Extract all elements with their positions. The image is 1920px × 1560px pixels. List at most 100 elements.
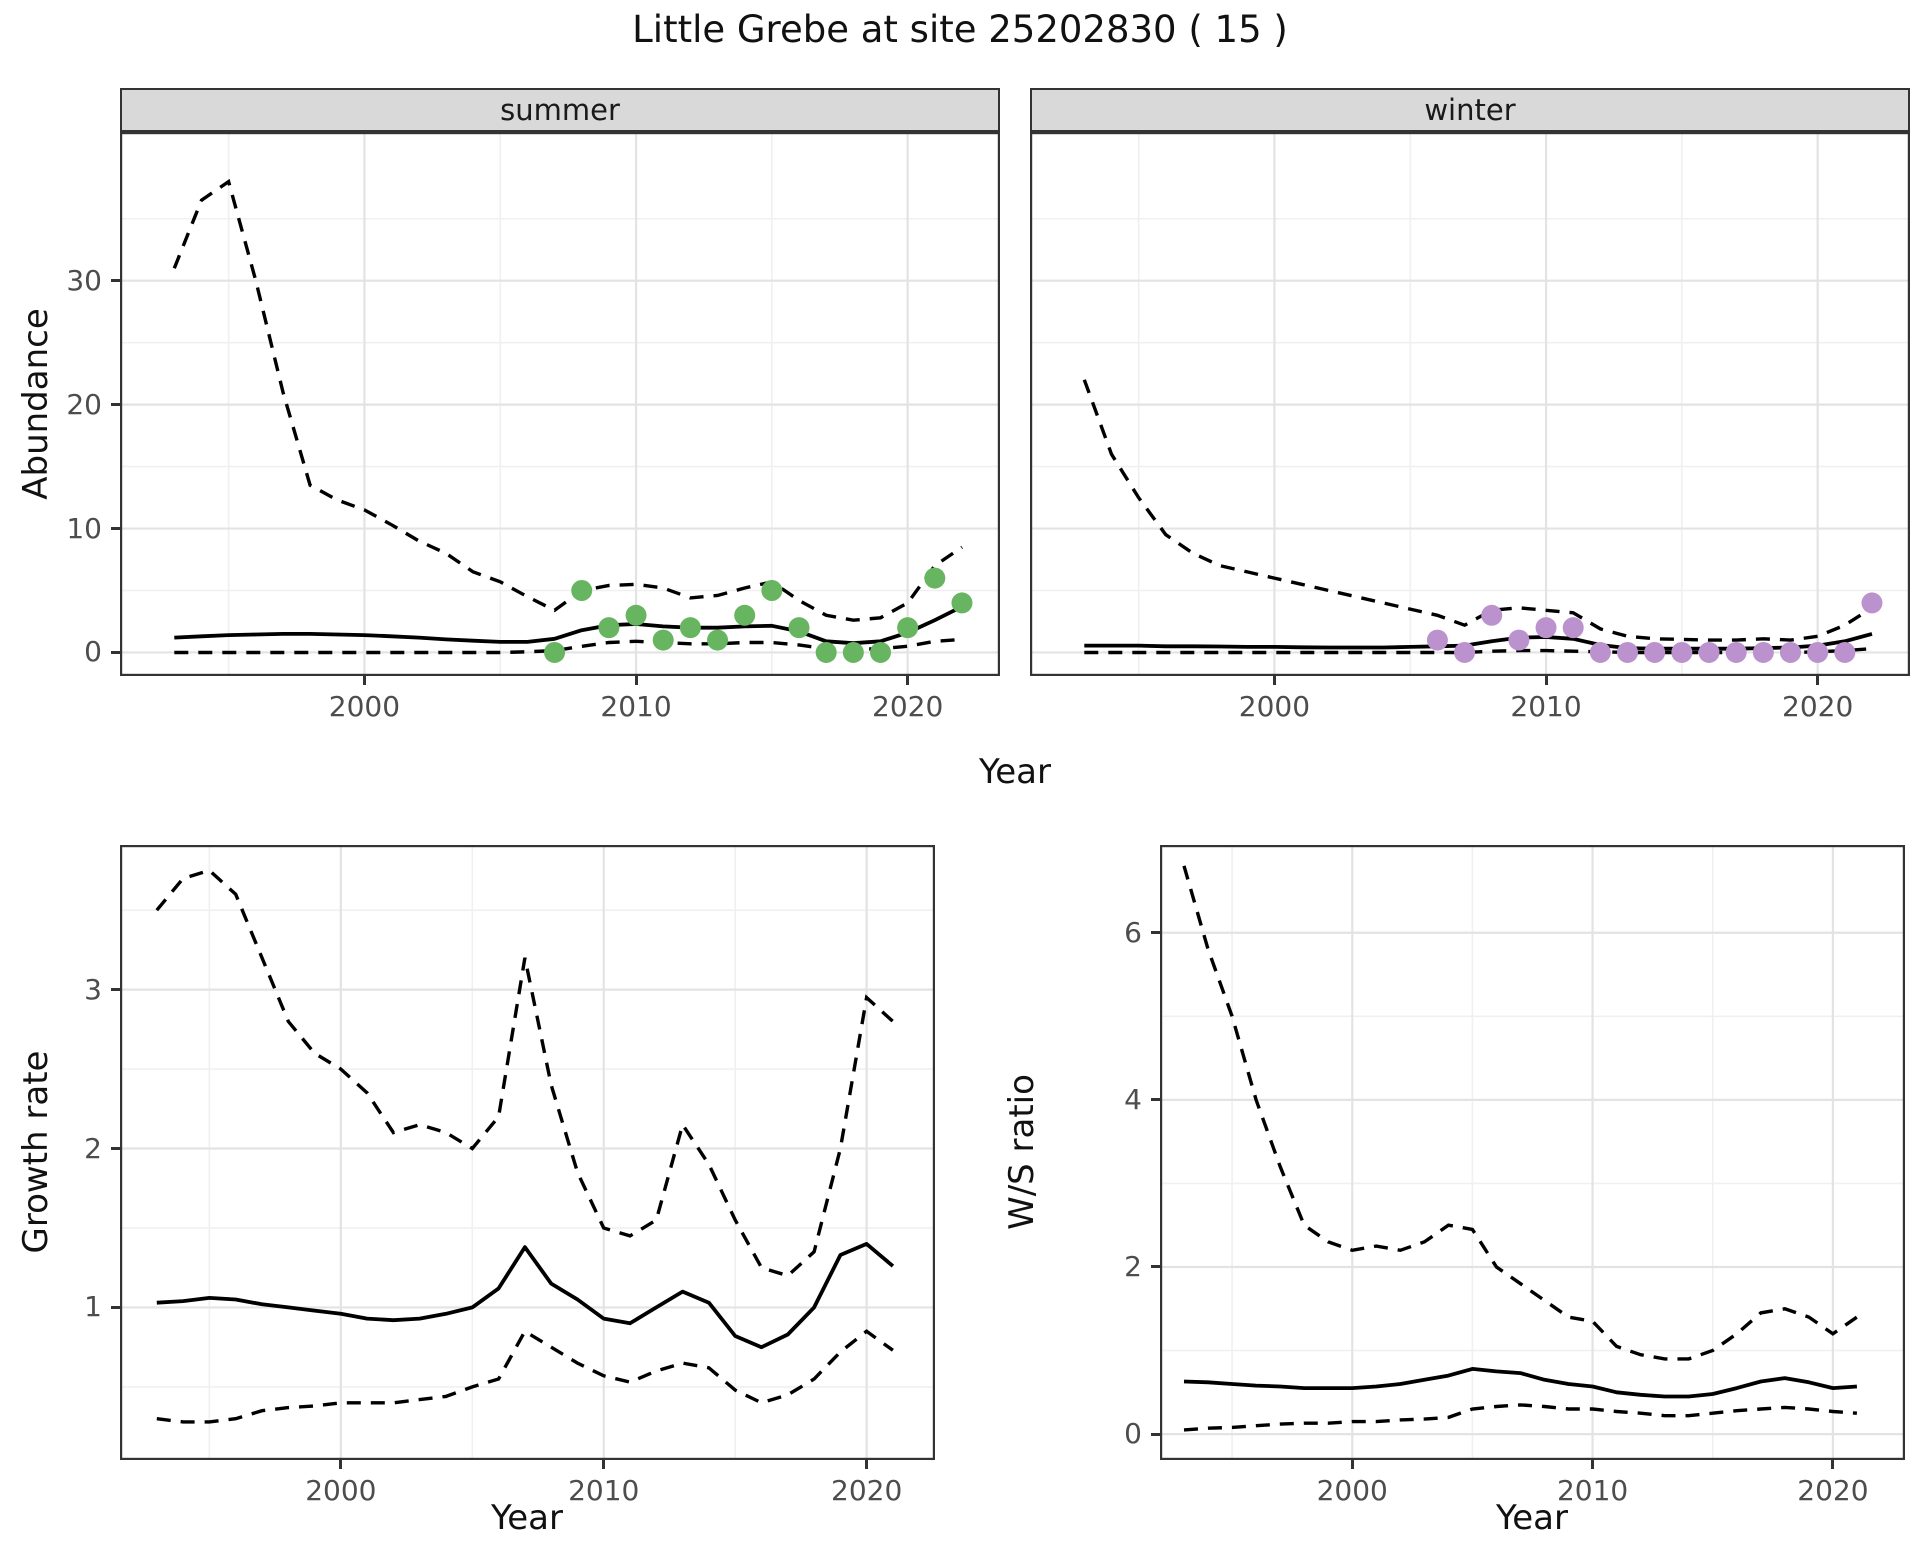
- facet-strip-summer-label: summer: [500, 93, 620, 127]
- data-point: [1508, 629, 1530, 651]
- ws-ratio-axis-title: W/S ratio: [1002, 1074, 1042, 1230]
- data-point: [1589, 641, 1611, 663]
- data-point: [1671, 641, 1693, 663]
- x-tick-label: 2010: [1510, 690, 1582, 723]
- y-tick-mark: [111, 988, 120, 992]
- x-tick-label: 2010: [600, 690, 672, 723]
- x-tick-label: 2000: [305, 1474, 377, 1507]
- panel-border: [120, 132, 1000, 676]
- summer-plot-svg: [120, 132, 1000, 676]
- data-point: [1861, 592, 1883, 614]
- data-point: [951, 592, 973, 614]
- facet-strip-winter-label: winter: [1424, 93, 1516, 127]
- y-tick-label: 3: [84, 972, 102, 1006]
- mean-line: [1183, 1367, 1858, 1399]
- winter-abundance-panel: [1030, 132, 1910, 676]
- ws-plot-svg: [1160, 845, 1905, 1460]
- panel-border: [120, 845, 935, 1460]
- x-tick-mark: [602, 1460, 606, 1469]
- y-tick-label: 0: [1124, 1417, 1142, 1451]
- panel-border: [1160, 845, 1905, 1460]
- growth-rate-panel: [120, 845, 935, 1460]
- ci-upper-line: [172, 178, 963, 622]
- data-point: [1834, 641, 1856, 663]
- y-tick-label: 0: [84, 635, 102, 669]
- data-point: [544, 641, 566, 663]
- data-point: [598, 617, 620, 639]
- x-tick-mark: [339, 1460, 343, 1469]
- data-point: [1752, 641, 1774, 663]
- mean-line: [156, 1242, 895, 1350]
- data-point: [734, 604, 756, 626]
- data-point: [1779, 641, 1801, 663]
- y-tick-label: 1: [84, 1290, 102, 1324]
- ci-lower-line: [156, 1328, 894, 1424]
- y-tick-mark: [1151, 1432, 1160, 1436]
- data-point: [1481, 604, 1503, 626]
- facet-strip-summer: summer: [120, 88, 1000, 132]
- page-title: Little Grebe at site 25202830 ( 15 ): [632, 8, 1288, 51]
- y-tick-mark: [111, 279, 120, 283]
- data-point: [924, 567, 946, 589]
- x-tick-label: 2020: [872, 690, 944, 723]
- x-tick-label: 2020: [1797, 1474, 1869, 1507]
- y-tick-label: 20: [66, 387, 102, 421]
- data-point: [1644, 641, 1666, 663]
- x-tick-label: 2000: [328, 690, 401, 723]
- data-point: [707, 629, 729, 651]
- y-tick-label: 2: [1124, 1249, 1142, 1283]
- ws-ratio-panel: [1160, 845, 1905, 1460]
- x-tick-mark: [362, 676, 366, 685]
- ci-upper-line: [1082, 379, 1873, 642]
- data-point: [1562, 617, 1584, 639]
- x-tick-mark: [865, 1460, 869, 1469]
- x-tick-mark: [1591, 1460, 1595, 1469]
- data-point: [679, 617, 701, 639]
- x-tick-mark: [1272, 676, 1276, 685]
- data-point: [1426, 629, 1448, 651]
- y-tick-mark: [111, 1147, 120, 1151]
- mean-line: [174, 604, 963, 646]
- y-tick-mark: [1151, 1265, 1160, 1269]
- data-point: [1454, 641, 1476, 663]
- growth-plot-svg: [120, 845, 935, 1460]
- y-tick-label: 10: [66, 511, 102, 545]
- growth-year-axis-title: Year: [491, 1498, 563, 1538]
- y-tick-mark: [111, 1305, 120, 1309]
- x-tick-label: 2000: [1238, 690, 1311, 723]
- y-tick-label: 2: [84, 1131, 102, 1165]
- y-tick-label: 30: [66, 263, 102, 297]
- x-tick-mark: [634, 676, 638, 685]
- x-tick-label: 2020: [831, 1474, 903, 1507]
- winter-plot-svg: [1030, 132, 1910, 676]
- x-tick-mark: [906, 676, 910, 685]
- y-tick-mark: [111, 403, 120, 407]
- y-tick-mark: [1151, 931, 1160, 935]
- data-point: [842, 641, 864, 663]
- x-tick-label: 2010: [1556, 1474, 1629, 1507]
- data-point: [1725, 641, 1747, 663]
- facet-strip-winter: winter: [1030, 88, 1910, 132]
- x-tick-mark: [1816, 676, 1820, 685]
- data-point: [761, 579, 783, 601]
- x-tick-mark: [1831, 1460, 1835, 1469]
- y-tick-label: 4: [1124, 1082, 1142, 1116]
- x-tick-mark: [1350, 1460, 1354, 1469]
- data-point: [1807, 641, 1829, 663]
- data-point: [788, 617, 810, 639]
- data-point: [869, 641, 891, 663]
- y-tick-mark: [1151, 1098, 1160, 1102]
- y-tick-mark: [111, 650, 120, 654]
- ci-lower-line: [1183, 1403, 1858, 1432]
- data-point: [571, 579, 593, 601]
- ws-year-axis-title: Year: [1496, 1498, 1568, 1538]
- x-tick-mark: [1544, 676, 1548, 685]
- mean-line: [1084, 632, 1873, 651]
- panel-border: [1030, 132, 1910, 676]
- data-point: [1698, 641, 1720, 663]
- data-point: [625, 604, 647, 626]
- x-tick-label: 2000: [1316, 1474, 1388, 1507]
- ci-upper-line: [155, 868, 895, 1278]
- data-point: [1617, 641, 1639, 663]
- summer-abundance-panel: [120, 132, 1000, 676]
